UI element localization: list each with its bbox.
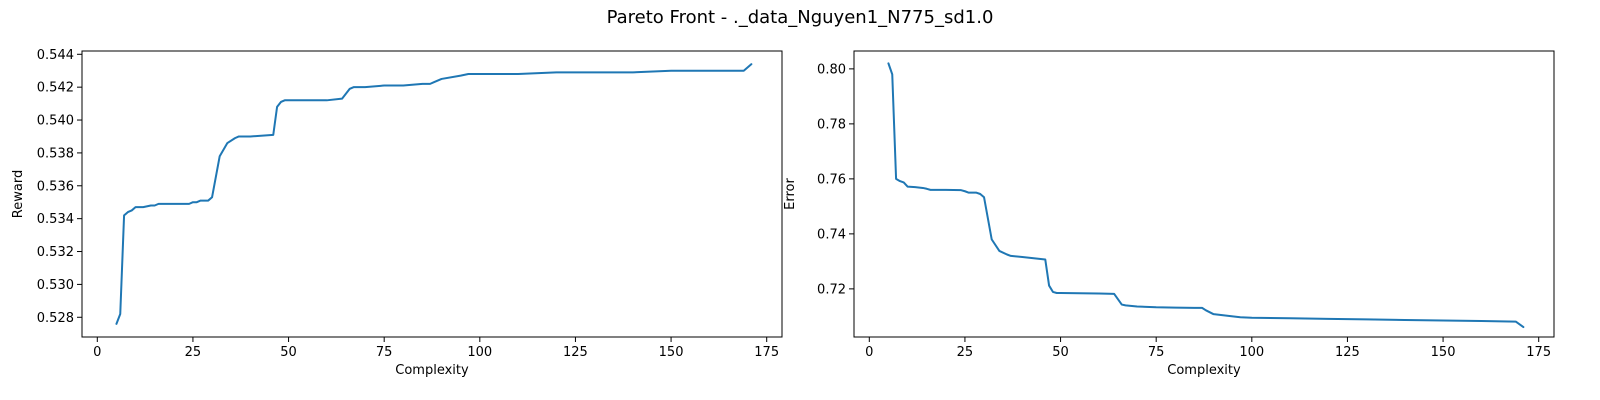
- error-x-tick-label: 25: [957, 345, 974, 360]
- error-plot-frame: [853, 50, 1555, 338]
- error-chart-panel: 0 25 50 75 100 125 150 175 0.72 0.74 0.76 0.78 0.80 C…: [783, 50, 1555, 378]
- reward-x-tick-label: 0: [93, 345, 101, 360]
- reward-x-tick-label: 150: [659, 345, 684, 360]
- error-y-tick-label: 0.76: [817, 172, 846, 187]
- reward-x-tick-label: 175: [754, 345, 779, 360]
- error-y-tick-label: 0.78: [817, 117, 846, 132]
- error-x-tick-label: 100: [1239, 345, 1264, 360]
- reward-x-tick-label: 100: [467, 345, 492, 360]
- reward-x-axis-label: Complexity: [395, 363, 469, 378]
- reward-y-tick-label: 0.528: [37, 311, 74, 326]
- reward-chart-panel: 0 25 50 75 100 125 150 175 0.528 0.530 0.532 0.534 0…: [11, 48, 783, 378]
- error-x-axis-label: Complexity: [1167, 363, 1241, 378]
- reward-y-tick-label: 0.530: [37, 278, 74, 293]
- error-x-tick-label: 75: [1148, 345, 1165, 360]
- error-x-tick-label: 125: [1335, 345, 1360, 360]
- error-x-tick-label: 150: [1431, 345, 1456, 360]
- reward-plot-frame: [81, 50, 783, 338]
- reward-x-tick-label: 25: [185, 345, 202, 360]
- error-y-tick-label: 0.80: [817, 62, 846, 77]
- reward-y-tick-label: 0.544: [37, 48, 74, 63]
- reward-y-tick-label: 0.542: [37, 81, 74, 96]
- reward-y-tick-label: 0.538: [37, 146, 74, 161]
- reward-y-tick-label: 0.536: [37, 179, 74, 194]
- error-y-axis-label: Error: [783, 178, 798, 210]
- reward-y-axis-label: Reward: [11, 170, 26, 218]
- reward-x-tick-label: 125: [563, 345, 588, 360]
- reward-x-tick-label: 50: [280, 345, 297, 360]
- error-x-tick-label: 0: [865, 345, 873, 360]
- error-x-tick-label: 175: [1526, 345, 1551, 360]
- error-series-line: [887, 62, 1525, 329]
- figure-title: Pareto Front - ._data_Nguyen1_N775_sd1.0: [607, 7, 994, 28]
- reward-x-tick-label: 75: [376, 345, 393, 360]
- reward-series-line: [115, 63, 753, 325]
- error-y-tick-label: 0.72: [817, 282, 846, 297]
- reward-y-tick-label: 0.534: [37, 212, 74, 227]
- error-x-tick-label: 50: [1052, 345, 1069, 360]
- error-y-tick-label: 0.74: [817, 227, 846, 242]
- reward-y-tick-label: 0.540: [37, 114, 74, 129]
- reward-y-tick-label: 0.532: [37, 245, 74, 260]
